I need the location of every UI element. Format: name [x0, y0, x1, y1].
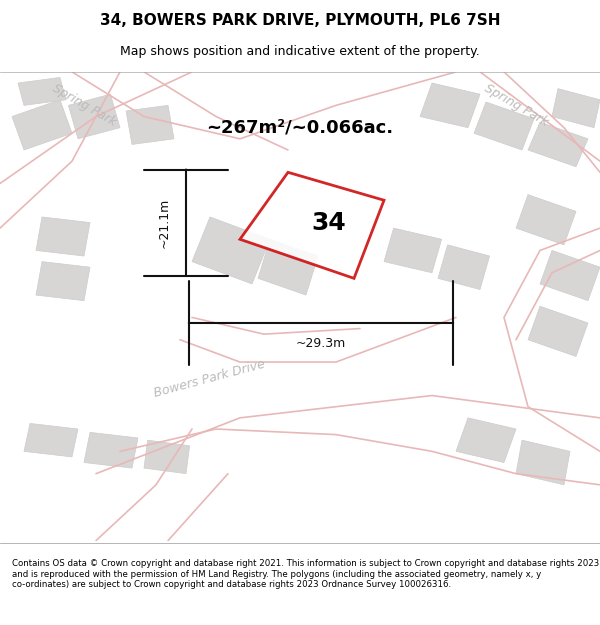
Polygon shape: [36, 262, 90, 301]
Polygon shape: [24, 424, 78, 457]
Text: 34, BOWERS PARK DRIVE, PLYMOUTH, PL6 7SH: 34, BOWERS PARK DRIVE, PLYMOUTH, PL6 7SH: [100, 12, 500, 28]
Text: Spring Park: Spring Park: [50, 82, 118, 129]
Polygon shape: [384, 228, 442, 272]
Polygon shape: [456, 418, 516, 462]
Polygon shape: [552, 89, 600, 127]
Polygon shape: [240, 173, 384, 278]
Polygon shape: [126, 106, 174, 144]
Text: Contains OS data © Crown copyright and database right 2021. This information is : Contains OS data © Crown copyright and d…: [12, 559, 599, 589]
Polygon shape: [528, 122, 588, 167]
Polygon shape: [528, 306, 588, 356]
Polygon shape: [144, 440, 190, 474]
Polygon shape: [516, 194, 576, 245]
Polygon shape: [420, 83, 480, 127]
Polygon shape: [438, 245, 490, 289]
Polygon shape: [36, 217, 90, 256]
Polygon shape: [516, 440, 570, 485]
Polygon shape: [18, 78, 66, 106]
Polygon shape: [84, 432, 138, 468]
Polygon shape: [540, 251, 600, 301]
Polygon shape: [192, 217, 270, 284]
Text: Bowers Park Drive: Bowers Park Drive: [153, 357, 267, 400]
Text: Map shows position and indicative extent of the property.: Map shows position and indicative extent…: [120, 45, 480, 58]
Text: Spring Park: Spring Park: [482, 82, 550, 129]
Polygon shape: [68, 94, 120, 139]
Text: 34: 34: [311, 211, 346, 234]
Polygon shape: [258, 239, 318, 295]
Text: ~267m²/~0.066ac.: ~267m²/~0.066ac.: [206, 119, 394, 137]
Text: ~29.3m: ~29.3m: [296, 337, 346, 349]
Text: ~21.1m: ~21.1m: [158, 198, 171, 248]
Polygon shape: [474, 102, 534, 150]
Polygon shape: [12, 100, 72, 150]
